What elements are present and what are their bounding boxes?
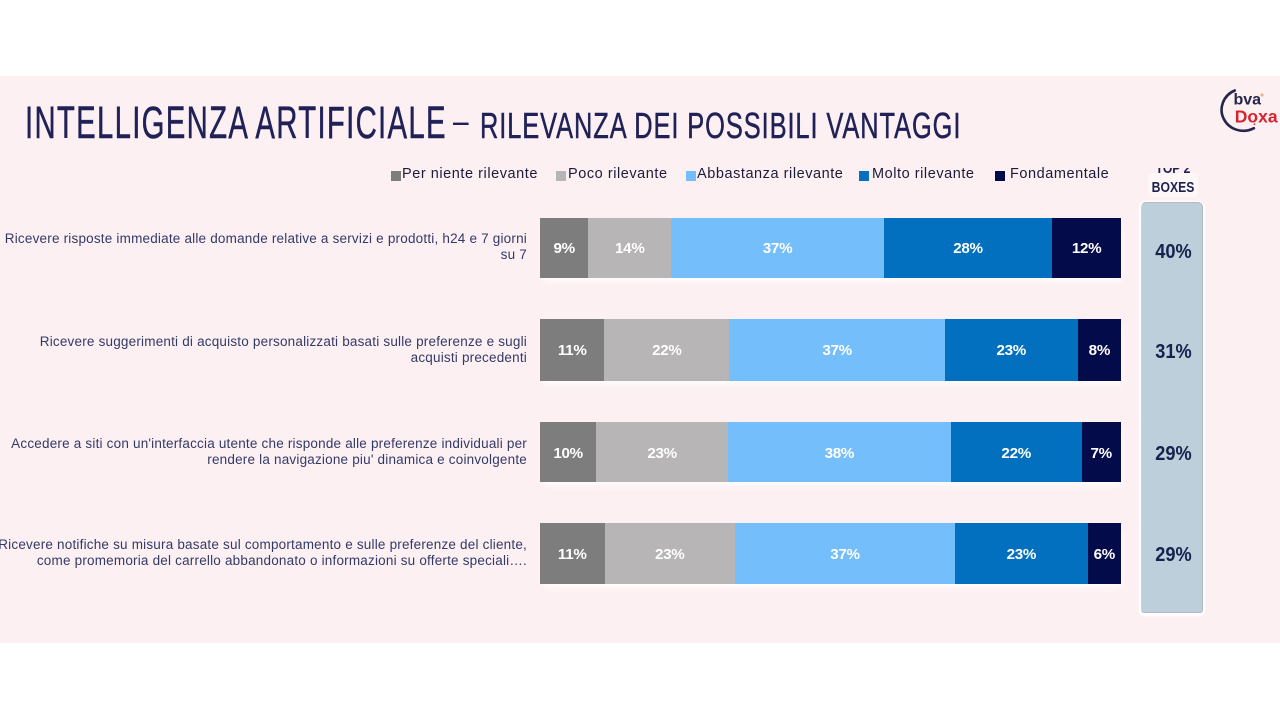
svg-text:Doxa: Doxa — [1235, 106, 1278, 126]
svg-text:bva: bva — [1234, 91, 1262, 108]
